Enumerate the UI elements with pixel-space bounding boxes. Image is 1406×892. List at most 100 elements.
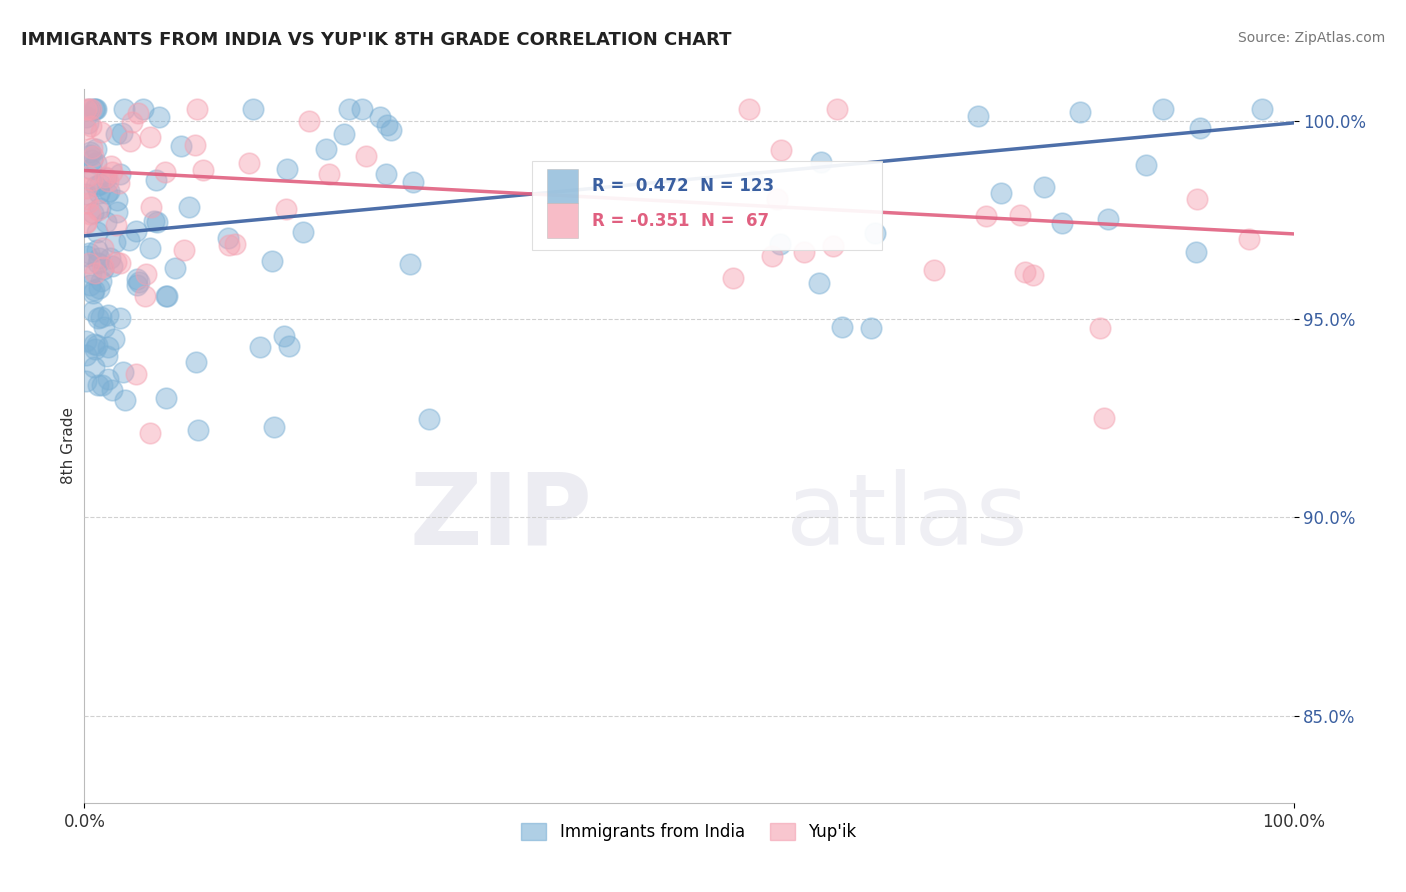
Point (86, 225, 108, 239)
Point (1152, 102, 1174, 116)
Point (138, 241, 160, 255)
Point (402, 175, 425, 189)
Point (967, 109, 990, 123)
Point (169, 139, 191, 153)
Point (75, 121, 97, 136)
Point (107, 176, 129, 190)
Point (139, 200, 162, 214)
Point (138, 130, 160, 145)
Point (98, 184, 121, 198)
Point (156, 289, 179, 303)
Point (163, 261, 186, 276)
Point (1022, 268, 1045, 282)
Point (82, 173, 104, 187)
Point (105, 205, 128, 219)
Point (86, 338, 108, 352)
Point (242, 102, 264, 116)
Point (86, 244, 108, 258)
Point (87, 281, 110, 295)
Point (108, 255, 131, 269)
Point (1092, 411, 1115, 425)
Point (79, 207, 101, 221)
Point (291, 225, 314, 239)
Point (118, 135, 141, 149)
Point (86, 179, 108, 194)
Point (87, 311, 110, 326)
Point (105, 127, 128, 141)
Point (1050, 216, 1073, 230)
Point (1033, 180, 1056, 194)
Point (263, 420, 285, 434)
Point (1014, 265, 1036, 279)
Point (91, 241, 114, 255)
Text: Source: ZipAtlas.com: Source: ZipAtlas.com (1237, 31, 1385, 45)
Point (128, 275, 150, 289)
Text: atlas: atlas (786, 469, 1028, 566)
Point (318, 167, 340, 181)
Point (97, 174, 120, 188)
Point (765, 192, 787, 206)
Point (112, 102, 135, 116)
Point (418, 412, 440, 426)
Point (333, 128, 356, 142)
Point (75, 102, 97, 116)
Point (273, 328, 295, 343)
Point (134, 289, 156, 303)
Point (249, 340, 271, 354)
Point (315, 142, 337, 156)
Point (90, 310, 112, 325)
Point (1185, 244, 1208, 259)
Point (91, 260, 114, 275)
Point (103, 235, 125, 249)
Point (77, 169, 100, 183)
Point (75, 334, 97, 348)
Point (827, 102, 849, 116)
Point (98, 251, 121, 265)
Point (337, 102, 360, 116)
Point (155, 165, 177, 179)
Point (83, 283, 105, 297)
Y-axis label: 8th Grade: 8th Grade (60, 408, 76, 484)
Point (84, 156, 107, 170)
Point (103, 332, 125, 346)
Point (108, 311, 131, 326)
Point (111, 126, 134, 140)
Point (1237, 232, 1260, 246)
Point (125, 277, 148, 292)
Point (217, 231, 239, 245)
Point (111, 365, 134, 379)
Point (127, 106, 149, 120)
Point (84, 102, 107, 116)
Point (83, 102, 105, 116)
Point (75, 216, 97, 230)
Point (368, 110, 391, 124)
Point (148, 110, 170, 124)
Bar (547, 169, 578, 203)
FancyBboxPatch shape (531, 161, 883, 250)
Point (90, 378, 112, 392)
Point (80, 119, 103, 133)
Point (374, 168, 396, 182)
Point (350, 102, 373, 116)
Point (101, 259, 124, 273)
Point (96, 349, 118, 363)
Point (922, 263, 945, 277)
Point (184, 355, 207, 369)
Point (125, 224, 148, 238)
Point (96, 186, 118, 201)
Point (83, 337, 105, 351)
Point (80, 267, 103, 281)
Point (125, 367, 148, 381)
Point (1097, 211, 1119, 226)
Point (80, 102, 103, 116)
Point (77, 102, 100, 116)
Point (768, 236, 790, 251)
Point (110, 167, 132, 181)
Text: R = -0.351  N =  67: R = -0.351 N = 67 (592, 211, 769, 229)
Point (121, 115, 143, 129)
Point (142, 213, 165, 227)
Point (398, 257, 420, 271)
Point (75, 111, 97, 125)
Point (79, 245, 101, 260)
Point (191, 163, 214, 178)
